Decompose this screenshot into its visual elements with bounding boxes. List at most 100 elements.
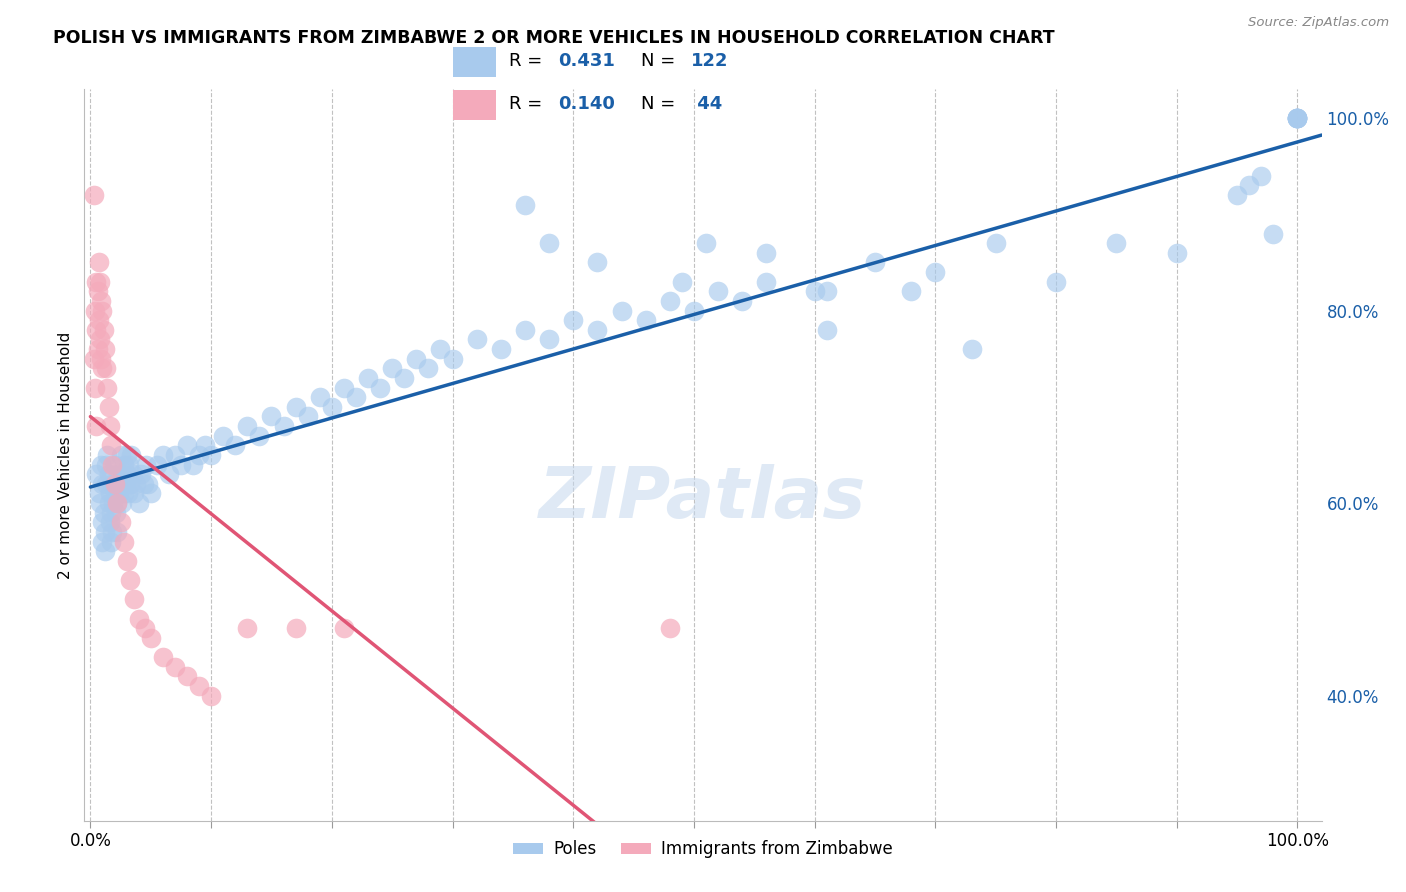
Point <box>114 476 136 491</box>
Point <box>94 342 117 356</box>
Point <box>93 323 115 337</box>
Point <box>90 293 112 308</box>
Point <box>122 486 145 500</box>
Point <box>100 438 122 452</box>
Point <box>707 285 730 299</box>
Point <box>86 285 108 299</box>
FancyBboxPatch shape <box>453 90 496 120</box>
Point <box>815 285 838 299</box>
Point <box>695 236 717 251</box>
Point <box>86 323 108 337</box>
Point <box>115 448 138 462</box>
Point <box>83 188 105 202</box>
Point <box>98 419 121 434</box>
Point <box>111 496 134 510</box>
Point <box>1286 111 1309 125</box>
Point <box>91 516 114 530</box>
Point <box>101 476 124 491</box>
Point <box>112 486 135 500</box>
Point <box>112 534 135 549</box>
Point <box>107 467 129 482</box>
Point <box>538 236 561 251</box>
Point <box>96 448 118 462</box>
Point <box>86 467 108 482</box>
Point <box>91 361 114 376</box>
Text: 44: 44 <box>690 95 721 113</box>
Point <box>863 255 886 269</box>
Point <box>87 313 110 327</box>
Point <box>94 361 117 376</box>
Point <box>91 534 114 549</box>
Point <box>104 506 127 520</box>
Point <box>97 400 120 414</box>
Point <box>86 342 108 356</box>
Point <box>960 342 983 356</box>
Point <box>94 458 117 472</box>
Point <box>586 255 609 269</box>
Point <box>118 458 141 472</box>
Point <box>120 448 142 462</box>
Text: R =: R = <box>509 52 548 70</box>
Point <box>1286 111 1309 125</box>
Point <box>89 275 111 289</box>
Text: POLISH VS IMMIGRANTS FROM ZIMBABWE 2 OR MORE VEHICLES IN HOUSEHOLD CORRELATION C: POLISH VS IMMIGRANTS FROM ZIMBABWE 2 OR … <box>53 29 1054 46</box>
Point <box>94 544 117 558</box>
Point <box>139 486 162 500</box>
Point <box>103 458 125 472</box>
Point <box>815 323 838 337</box>
Point <box>103 476 125 491</box>
Point <box>89 333 111 347</box>
Point <box>176 669 198 683</box>
Point <box>163 659 186 673</box>
Point <box>984 236 1007 251</box>
Text: N =: N = <box>641 95 681 113</box>
Point <box>93 506 115 520</box>
Point <box>121 467 143 482</box>
Point <box>194 438 217 452</box>
Point <box>104 476 127 491</box>
Point <box>562 313 585 327</box>
Point <box>610 303 633 318</box>
Point <box>89 496 111 510</box>
Point <box>115 554 138 568</box>
Point <box>236 621 259 635</box>
Point <box>84 380 107 394</box>
Y-axis label: 2 or more Vehicles in Household: 2 or more Vehicles in Household <box>58 331 73 579</box>
Point <box>122 592 145 607</box>
Point <box>1286 111 1309 125</box>
Point <box>128 611 150 625</box>
Point <box>368 380 391 394</box>
Point <box>357 371 380 385</box>
Point <box>429 342 451 356</box>
Point <box>100 506 122 520</box>
Point <box>1286 111 1309 125</box>
Point <box>465 333 488 347</box>
Point <box>101 524 124 539</box>
Point <box>87 486 110 500</box>
Point <box>94 524 117 539</box>
Point <box>333 621 356 635</box>
Point <box>1045 275 1067 289</box>
Point <box>139 631 162 645</box>
Point <box>103 486 125 500</box>
Point <box>755 275 778 289</box>
Point <box>308 390 330 404</box>
Text: 0.140: 0.140 <box>558 95 616 113</box>
Point <box>236 419 259 434</box>
Point <box>188 448 211 462</box>
Point <box>105 496 128 510</box>
Point <box>333 380 356 394</box>
Point <box>247 428 270 442</box>
Point <box>120 476 142 491</box>
Point <box>224 438 246 452</box>
Point <box>671 275 693 289</box>
Point <box>117 486 139 500</box>
Point <box>86 275 108 289</box>
Point <box>125 476 148 491</box>
Point <box>97 496 120 510</box>
Point <box>900 285 922 299</box>
Point <box>91 476 114 491</box>
Point <box>146 458 169 472</box>
Point <box>273 419 295 434</box>
Point <box>321 400 343 414</box>
